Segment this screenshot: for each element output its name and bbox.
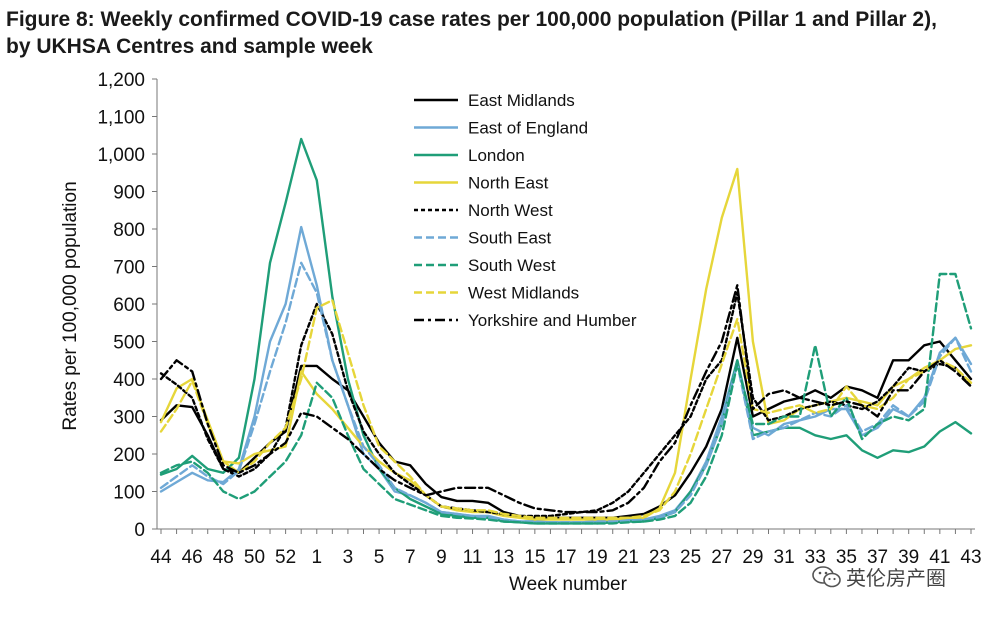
chart-title: Figure 8: Weekly confirmed COVID-19 case…: [6, 8, 937, 58]
series-line-north-east: [159, 167, 973, 521]
x-axis-title: Week number: [509, 574, 628, 595]
x-tick-label: 35: [836, 547, 857, 568]
y-axis: 0 100 200 300 400 500 600 700 800 900 1,000 1,100 1,…: [97, 70, 158, 541]
x-tick-label: 46: [182, 547, 203, 568]
x-tick-label: 1: [311, 547, 322, 568]
y-tick-label: 200: [113, 445, 145, 466]
legend-label: East Midlands: [468, 91, 575, 110]
x-tick-label: 11: [463, 547, 483, 568]
wechat-icon: [812, 565, 841, 587]
x-tick-label: 9: [436, 547, 447, 568]
legend-label: London: [468, 146, 525, 165]
x-tick-label: 25: [680, 547, 701, 568]
series-line-yorkshire-and-humber: [159, 284, 973, 514]
x-tick-label: 39: [898, 547, 919, 568]
watermark-text: 英伦房产圈: [846, 568, 946, 590]
legend-label: North East: [468, 174, 549, 193]
x-tick-label: 43: [960, 547, 981, 568]
y-tick-label: 500: [113, 333, 145, 354]
series-layer: [159, 137, 973, 525]
x-tick-label: 23: [649, 547, 670, 568]
x-tick-label: 52: [275, 547, 296, 568]
series-line-south-west: [159, 272, 973, 525]
legend-label: South East: [468, 229, 551, 248]
legend: East Midlands East of England London North …: [414, 91, 637, 330]
x-tick-label: 50: [244, 547, 265, 568]
y-tick-label: 1,000: [97, 145, 145, 166]
watermark: 英伦房产圈: [812, 562, 946, 591]
x-tick-label: 27: [711, 547, 732, 568]
legend-label: Yorkshire and Humber: [468, 311, 637, 330]
y-tick-label: 700: [113, 258, 145, 279]
x-tick-label: 33: [805, 547, 826, 568]
x-tick-label: 5: [374, 547, 385, 568]
x-tick-label: 17: [555, 547, 576, 568]
x-tick-label: 21: [618, 547, 639, 568]
series-line-west-midlands: [159, 299, 973, 519]
x-tick-label: 37: [867, 547, 888, 568]
legend-label: North West: [468, 201, 553, 220]
x-tick-label: 19: [587, 547, 608, 568]
x-tick-label: 31: [774, 547, 795, 568]
x-tick-label: 48: [213, 547, 234, 568]
x-axis: 44 46 48 50 52 1 3 5 7 9 11 13 15 17 19 21 23 25 27 29 31 33 3…: [150, 528, 982, 568]
y-tick-label: 900: [113, 183, 145, 204]
series-line-east-midlands: [159, 336, 973, 519]
series-line-east-of-england: [159, 225, 973, 524]
y-tick-label: 1,100: [97, 108, 145, 129]
x-tick-label: 3: [343, 547, 354, 568]
x-tick-label: 41: [929, 547, 950, 568]
x-tick-label: 44: [150, 547, 172, 568]
x-tick-label: 15: [524, 547, 545, 568]
y-tick-label: 100: [113, 483, 145, 504]
y-tick-label: 1,200: [97, 70, 145, 91]
x-tick-label: 13: [493, 547, 514, 568]
y-tick-label: 400: [113, 370, 145, 391]
legend-label: South West: [468, 256, 556, 275]
y-tick-label: 800: [113, 220, 145, 241]
x-tick-label: 7: [405, 547, 416, 568]
y-tick-label: 600: [113, 295, 145, 316]
y-tick-label: 300: [113, 408, 145, 429]
x-tick-label: 29: [742, 547, 763, 568]
y-axis-title: Rates per 100,000 population: [60, 181, 81, 430]
y-tick-label: 0: [134, 520, 145, 541]
legend-label: East of England: [468, 119, 588, 138]
legend-label: West Midlands: [468, 284, 579, 303]
